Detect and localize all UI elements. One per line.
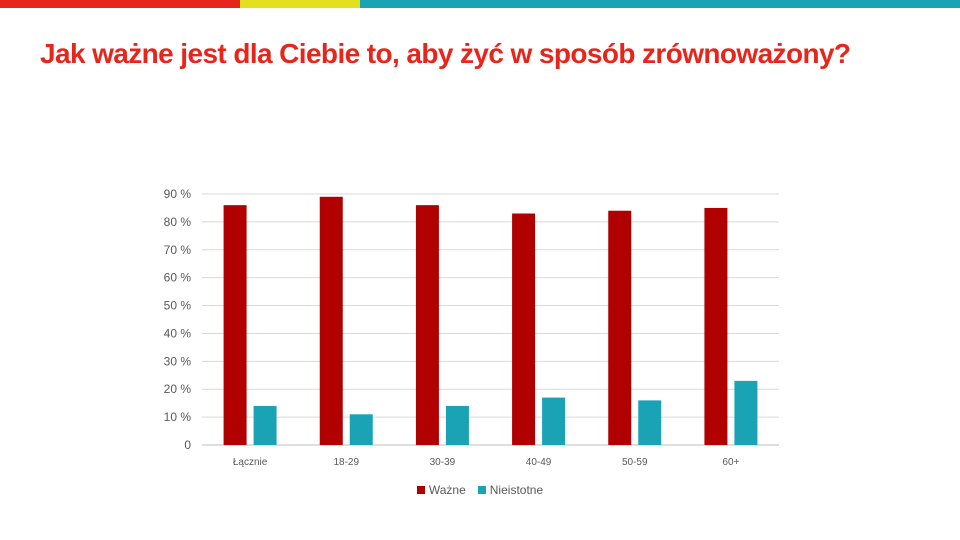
stripe-teal-segment [360,0,960,8]
bar-wazne [415,205,439,445]
bar-nieistotne [734,380,758,445]
y-axis-ticks: 0 10 % 20 % 30 % 40 % 50 % 60 % 70 % 80 % 90 % [164,187,192,452]
y-tick-label: 80 % [164,215,192,229]
y-tick-label: 20 % [164,382,192,396]
legend-swatch [477,486,486,494]
grid-lines [202,193,779,446]
x-category-label: 60+ [722,457,739,468]
bar-nieistotne [638,400,662,445]
x-category-label: 40-49 [526,457,552,468]
x-category-label: Łącznie [233,457,268,468]
stripe-yellow-segment [240,0,360,8]
bar-wazne [704,207,728,445]
x-category-label: 30-39 [430,457,456,468]
x-category-label: 50-59 [622,457,648,468]
legend-label: Nieistotne [489,483,544,497]
y-tick-label: 30 % [164,354,192,368]
y-tick-label: 50 % [164,299,192,313]
bar-nieistotne [445,405,469,445]
x-axis-categories: Łącznie 18-29 30-39 40-49 50-59 60+ [233,457,740,468]
legend-item: Nieistotne [477,483,544,497]
stripe-red-segment [0,0,240,8]
bar-wazne [319,196,343,445]
y-tick-label: 10 % [164,410,192,424]
legend-swatch [416,486,425,494]
bar-nieistotne [253,405,277,445]
legend-label: Ważne [428,483,466,497]
slide-title: Jak ważne jest dla Ciebie to, aby żyć w … [40,38,851,69]
chart-legend: Ważne Nieistotne [0,483,960,497]
y-tick-label: 0 [184,438,191,452]
bar-wazne [608,210,632,445]
legend-item: Ważne [416,483,466,497]
bar-wazne [223,205,247,445]
bar-wazne [512,213,536,445]
bars [223,196,758,445]
y-tick-label: 90 % [164,187,192,201]
x-category-label: 18-29 [333,457,359,468]
bar-nieistotne [349,414,373,445]
y-tick-label: 40 % [164,326,192,340]
top-color-stripe [0,0,960,8]
y-tick-label: 70 % [164,243,192,257]
y-tick-label: 60 % [164,271,192,285]
bar-nieistotne [542,397,566,445]
